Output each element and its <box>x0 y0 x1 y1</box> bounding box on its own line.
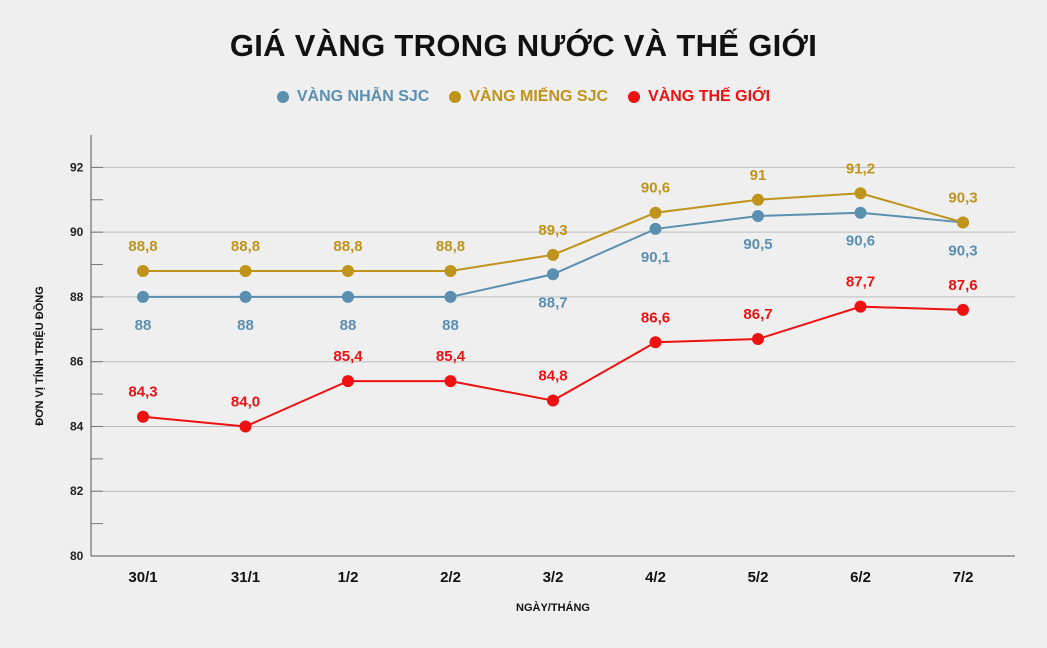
data-point <box>752 193 764 206</box>
data-label: 88 <box>237 317 254 334</box>
data-point <box>649 222 662 235</box>
data-label: 84,8 <box>538 368 567 385</box>
data-point <box>854 300 867 313</box>
x-tick-label: 2/2 <box>440 569 461 586</box>
data-label: 86,7 <box>743 306 772 323</box>
data-label: 88,8 <box>436 238 465 255</box>
x-tick-label: 6/2 <box>850 569 871 586</box>
data-label: 84,3 <box>128 384 157 401</box>
data-point <box>444 375 457 388</box>
legend: VÀNG NHẪN SJC VÀNG MIẾNG SJC VÀNG THẾ GI… <box>0 88 1047 106</box>
data-point <box>239 265 252 278</box>
data-label: 91,2 <box>846 160 875 177</box>
x-tick-label: 1/2 <box>338 569 359 586</box>
data-point <box>752 209 764 222</box>
data-label: 85,4 <box>436 348 466 365</box>
data-label: 87,6 <box>948 277 977 294</box>
data-point <box>649 206 662 219</box>
x-tick-label: 7/2 <box>953 569 974 586</box>
data-point <box>239 420 252 433</box>
legend-item-nhan-sjc[interactable]: VÀNG NHẪN SJC <box>276 88 430 106</box>
y-tick-label: 90 <box>70 225 84 239</box>
data-point <box>239 290 252 303</box>
data-label: 91 <box>750 167 767 184</box>
data-label: 88 <box>442 317 459 334</box>
legend-label: VÀNG NHẪN SJC <box>296 88 430 105</box>
data-label: 90,3 <box>948 189 977 206</box>
x-tick-label: 31/1 <box>231 569 260 586</box>
data-label: 89,3 <box>538 222 567 239</box>
data-point <box>957 216 969 229</box>
data-point <box>854 206 867 219</box>
data-label: 90,5 <box>743 236 772 253</box>
x-tick-label: 30/1 <box>128 569 157 586</box>
data-point <box>547 394 559 407</box>
chart-title: GIÁ VÀNG TRONG NƯỚC VÀ THẾ GIỚI <box>229 28 818 63</box>
x-tick-label: 3/2 <box>543 569 564 586</box>
y-axis-title: ĐƠN VỊ TÍNH TRIỆU ĐỒNG <box>33 286 46 426</box>
legend-label: VÀNG MIẾNG SJC <box>469 88 609 105</box>
x-axis-title: NGÀY/THÁNG <box>516 601 590 614</box>
data-point <box>752 333 764 346</box>
data-label: 90,1 <box>641 249 670 266</box>
data-label: 87,7 <box>846 274 875 291</box>
series-line <box>142 305 964 428</box>
data-label: 88 <box>340 317 357 334</box>
data-label: 86,6 <box>641 309 670 326</box>
data-label: 88,8 <box>333 238 362 255</box>
data-label: 90,3 <box>948 242 977 259</box>
data-point <box>547 248 559 261</box>
data-point <box>137 290 149 303</box>
y-tick-label: 84 <box>70 419 84 433</box>
data-point <box>649 336 662 349</box>
data-point <box>547 268 559 281</box>
data-label: 90,6 <box>641 180 670 197</box>
y-tick-label: 92 <box>70 160 84 174</box>
data-label: 85,4 <box>333 348 363 365</box>
data-point <box>444 290 457 303</box>
data-label: 90,6 <box>846 233 875 250</box>
x-tick-label: 4/2 <box>645 569 666 586</box>
data-point <box>342 265 354 278</box>
data-label: 88,8 <box>231 238 260 255</box>
legend-dot-icon <box>276 91 289 103</box>
legend-dot-icon <box>628 91 641 103</box>
data-point <box>137 410 149 423</box>
data-point <box>342 290 354 303</box>
data-point <box>957 303 969 316</box>
y-tick-label: 86 <box>70 355 84 369</box>
legend-item-the-gioi[interactable]: VÀNG THẾ GIỚI <box>628 88 770 106</box>
data-label: 88,8 <box>128 238 157 255</box>
y-tick-label: 80 <box>70 549 84 563</box>
legend-item-mieng-sjc[interactable]: VÀNG MIẾNG SJC <box>449 88 608 106</box>
data-label: 88,7 <box>538 294 567 311</box>
legend-dot-icon <box>449 91 462 103</box>
data-label: 88 <box>135 317 152 334</box>
data-point <box>342 375 354 388</box>
data-point <box>854 187 867 200</box>
x-tick-label: 5/2 <box>748 569 769 586</box>
y-tick-label: 82 <box>70 484 84 498</box>
data-point <box>137 265 149 278</box>
y-tick-label: 88 <box>70 290 84 304</box>
legend-label: VÀNG THẾ GIỚI <box>648 88 771 105</box>
data-label: 84,0 <box>231 393 260 410</box>
data-point <box>444 265 457 278</box>
